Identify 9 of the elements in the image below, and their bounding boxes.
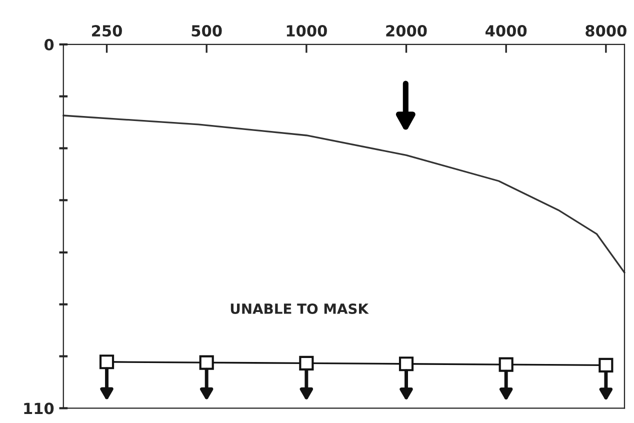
x-tick-label: 2000 — [386, 25, 427, 37]
annotation: UNABLE TO MASK — [230, 304, 369, 314]
x-tick-label: 250 — [92, 25, 122, 37]
x-tick-label: 8000 — [586, 25, 626, 37]
x-tick-label: 4000 — [486, 25, 527, 37]
y-tick-label: 0 — [44, 38, 54, 50]
y-tick-label: 110 — [24, 402, 54, 414]
x-tick-label: 500 — [192, 25, 222, 37]
x-tick-label: 1000 — [286, 25, 327, 37]
